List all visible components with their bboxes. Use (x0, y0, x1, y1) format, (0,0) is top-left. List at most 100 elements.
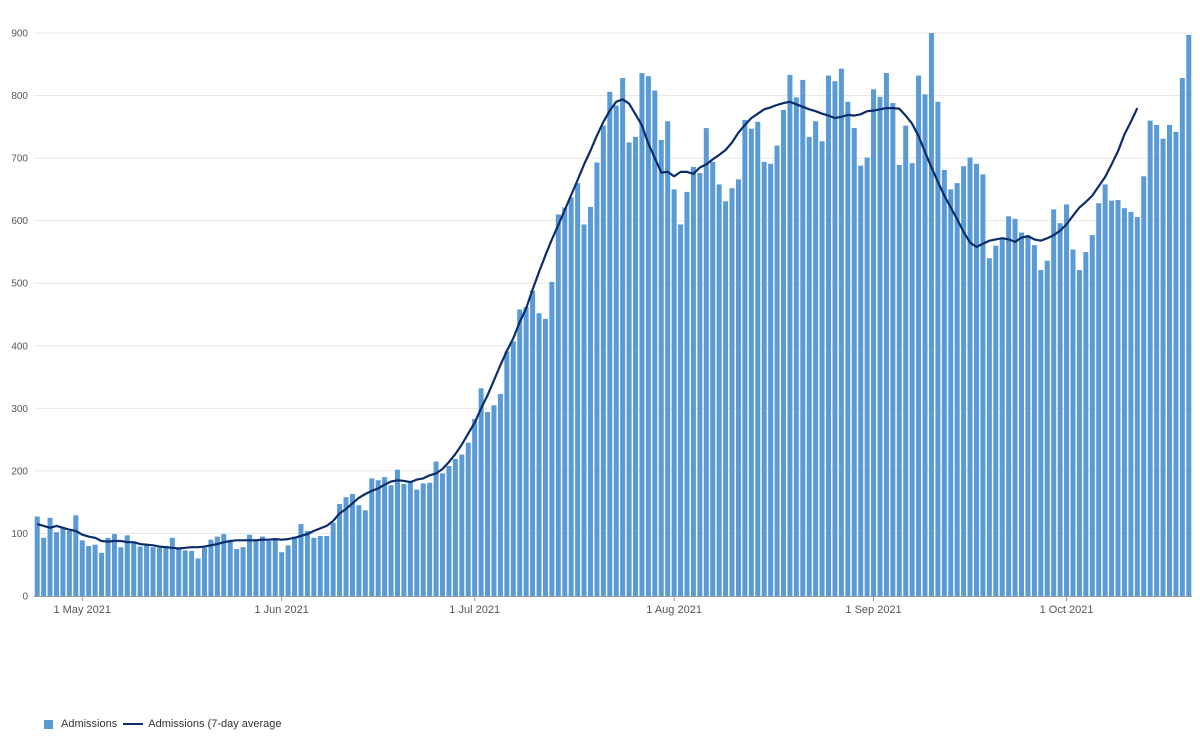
admissions-bar[interactable] (774, 145, 780, 596)
admissions-bar[interactable] (639, 73, 645, 597)
admissions-bar[interactable] (1141, 176, 1147, 596)
admissions-bar[interactable] (813, 121, 819, 596)
admissions-bar[interactable] (903, 125, 909, 597)
admissions-bar[interactable] (620, 78, 626, 597)
admissions-bar[interactable] (877, 96, 883, 596)
admissions-bar[interactable] (542, 318, 548, 596)
admissions-bar[interactable] (986, 258, 992, 596)
admissions-bar[interactable] (349, 494, 355, 596)
admissions-bar[interactable] (1121, 208, 1127, 596)
admissions-bar[interactable] (156, 547, 162, 596)
admissions-bar[interactable] (433, 461, 439, 596)
admissions-bar[interactable] (407, 482, 413, 596)
admissions-bar[interactable] (362, 510, 368, 596)
admissions-bar[interactable] (555, 214, 561, 596)
admissions-bar[interactable] (838, 68, 844, 596)
admissions-bar[interactable] (1006, 216, 1012, 596)
admissions-bar[interactable] (1128, 211, 1134, 597)
admissions-bar[interactable] (510, 341, 516, 596)
admissions-bar[interactable] (928, 33, 934, 596)
admissions-bar[interactable] (768, 163, 774, 597)
admissions-bar[interactable] (394, 469, 400, 596)
admissions-bar[interactable] (1044, 260, 1050, 596)
admissions-bar[interactable] (755, 121, 761, 596)
admissions-bar[interactable] (1179, 78, 1185, 597)
admissions-bar[interactable] (1051, 209, 1057, 596)
admissions-bar[interactable] (1102, 184, 1108, 596)
admissions-bar[interactable] (851, 128, 857, 596)
admissions-bar[interactable] (459, 454, 465, 596)
admissions-bar[interactable] (890, 103, 896, 596)
admissions-bar[interactable] (92, 544, 98, 596)
admissions-bar[interactable] (1070, 249, 1076, 597)
admissions-bar[interactable] (1115, 200, 1121, 597)
admissions-bar[interactable] (1134, 216, 1140, 596)
admissions-bar[interactable] (678, 224, 684, 597)
admissions-bar[interactable] (253, 539, 259, 596)
admissions-bar[interactable] (549, 281, 555, 596)
admissions-bar[interactable] (607, 91, 613, 597)
admissions-bar[interactable] (658, 139, 664, 596)
admissions-bar[interactable] (369, 478, 375, 596)
admissions-bar[interactable] (504, 351, 510, 596)
admissions-bar[interactable] (690, 166, 696, 596)
admissions-bar[interactable] (871, 89, 877, 597)
admissions-bar[interactable] (600, 125, 606, 597)
admissions-bar[interactable] (1083, 251, 1089, 596)
admissions-bar[interactable] (240, 547, 246, 596)
admissions-7day-average-line[interactable] (36, 98, 1139, 550)
admissions-bar[interactable] (909, 163, 915, 597)
admissions-bar[interactable] (697, 173, 703, 596)
admissions-bar[interactable] (1154, 124, 1160, 596)
admissions-bar[interactable] (1166, 124, 1172, 596)
legend-item-admissions[interactable]: Admissions (44, 718, 117, 730)
admissions-bar[interactable] (1064, 204, 1070, 596)
admissions-bar[interactable] (420, 483, 426, 596)
admissions-bar[interactable] (298, 524, 304, 596)
admissions-bar[interactable] (73, 515, 79, 596)
admissions-bar[interactable] (131, 541, 137, 596)
admissions-bar[interactable] (523, 306, 529, 596)
admissions-bar[interactable] (124, 535, 130, 596)
admissions-bar[interactable] (414, 489, 420, 596)
admissions-bar[interactable] (234, 549, 240, 596)
admissions-bar[interactable] (954, 183, 960, 596)
admissions-bar[interactable] (47, 517, 53, 596)
admissions-bar[interactable] (710, 161, 716, 596)
admissions-bar[interactable] (356, 505, 362, 596)
admissions-bar[interactable] (594, 162, 600, 597)
admissions-bar[interactable] (99, 552, 105, 596)
admissions-bar[interactable] (530, 290, 536, 596)
admissions-bar[interactable] (163, 545, 169, 596)
admissions-bar[interactable] (472, 418, 478, 596)
admissions-bar[interactable] (221, 534, 227, 596)
admissions-bar[interactable] (485, 412, 491, 596)
admissions-bar[interactable] (935, 101, 941, 597)
admissions-bar[interactable] (304, 530, 310, 596)
admissions-bar[interactable] (562, 207, 568, 596)
admissions-bar[interactable] (652, 90, 658, 596)
admissions-bar[interactable] (169, 537, 175, 596)
admissions-bar[interactable] (311, 537, 317, 596)
admissions-bar[interactable] (247, 534, 253, 596)
admissions-bar[interactable] (973, 163, 979, 597)
admissions-bar[interactable] (54, 532, 60, 596)
admissions-bar[interactable] (819, 141, 825, 596)
admissions-bar[interactable] (497, 393, 503, 596)
admissions-bar[interactable] (967, 157, 973, 597)
admissions-bar[interactable] (613, 105, 619, 596)
admissions-bar[interactable] (735, 179, 741, 596)
admissions-bar[interactable] (633, 136, 639, 596)
admissions-bar[interactable] (150, 547, 156, 596)
admissions-bar[interactable] (761, 161, 767, 596)
admissions-bar[interactable] (105, 537, 111, 596)
admissions-bar[interactable] (137, 546, 143, 596)
admissions-bar[interactable] (1173, 131, 1179, 597)
admissions-bar[interactable] (189, 550, 195, 596)
admissions-bar[interactable] (1025, 235, 1031, 596)
admissions-bar[interactable] (703, 128, 709, 596)
admissions-bar[interactable] (272, 538, 278, 596)
admissions-bar[interactable] (941, 169, 947, 596)
admissions-bar[interactable] (111, 534, 117, 596)
admissions-bar[interactable] (684, 191, 690, 596)
